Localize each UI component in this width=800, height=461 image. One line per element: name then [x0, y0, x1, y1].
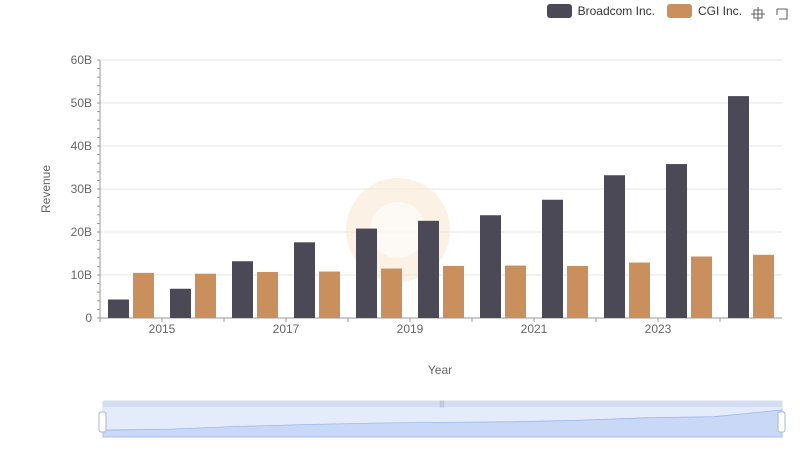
x-tick-label: 2023 — [645, 322, 672, 336]
bar-cgi-2019[interactable] — [443, 265, 464, 318]
slider-handle-left[interactable] — [98, 411, 107, 433]
bar-cgi-2015[interactable] — [195, 273, 216, 318]
bar-broadcom-2023[interactable] — [666, 164, 687, 318]
legend-item-cgi[interactable]: CGI Inc. — [666, 4, 742, 18]
legend-swatch-cgi — [666, 4, 692, 18]
legend-label-cgi: CGI Inc. — [697, 4, 742, 18]
y-tick-label: 40B — [71, 139, 92, 153]
bar-cgi-2014[interactable] — [133, 272, 154, 318]
slider-grip-icon[interactable]: ||| — [439, 401, 445, 408]
bar-cgi-2020[interactable] — [505, 265, 526, 318]
bar-cgi-2021[interactable] — [567, 265, 588, 318]
bar-broadcom-2017[interactable] — [294, 242, 315, 318]
x-tick-label: 2015 — [149, 322, 176, 336]
x-tick-label: 2019 — [397, 322, 424, 336]
x-axis-title: Year — [428, 363, 452, 377]
legend-label-broadcom: Broadcom Inc. — [577, 4, 655, 18]
y-axis: 0 10B 20B 30B 40B 50B 60B — [71, 53, 101, 325]
y-axis-title: Revenue — [39, 165, 53, 213]
slider-handle-right[interactable] — [777, 411, 786, 433]
x-tick-label: 2021 — [521, 322, 548, 336]
bar-cgi-2016[interactable] — [257, 271, 278, 318]
y-tick-label: 30B — [71, 182, 92, 196]
bar-broadcom-2019[interactable] — [418, 220, 439, 318]
bar-broadcom-2018[interactable] — [356, 228, 377, 318]
bar-cgi-2022[interactable] — [629, 262, 650, 318]
legend-item-broadcom[interactable]: Broadcom Inc. — [546, 4, 655, 18]
legend: Broadcom Inc. CGI Inc. — [546, 4, 742, 18]
x-axis: 2015 2017 2019 2021 2023 — [99, 318, 721, 336]
data-zoom-slider[interactable]: ||| — [98, 400, 786, 438]
bar-broadcom-2021[interactable] — [542, 199, 563, 318]
y-tick-label: 20B — [71, 225, 92, 239]
x-tick-label: 2017 — [273, 322, 300, 336]
y-tick-label: 10B — [71, 268, 92, 282]
bar-broadcom-2020[interactable] — [480, 215, 501, 318]
y-tick-label: 60B — [71, 53, 92, 67]
bar-cgi-2023[interactable] — [691, 256, 712, 318]
bars — [108, 96, 774, 319]
bar-cgi-2024[interactable] — [753, 254, 774, 318]
toolbox — [750, 6, 790, 22]
bar-broadcom-2022[interactable] — [604, 175, 625, 318]
bar-cgi-2018[interactable] — [381, 268, 402, 318]
legend-swatch-broadcom — [546, 4, 572, 18]
restore-icon[interactable] — [774, 6, 790, 22]
bar-cgi-2017[interactable] — [319, 271, 340, 318]
slider-top-bar[interactable] — [103, 401, 782, 407]
y-tick-label: 0 — [85, 311, 92, 325]
zoom-icon[interactable] — [750, 6, 766, 22]
slider-preview-line — [102, 409, 783, 438]
bar-broadcom-2024[interactable] — [728, 96, 749, 319]
y-tick-label: 50B — [71, 96, 92, 110]
bar-broadcom-2016[interactable] — [232, 261, 253, 318]
bar-broadcom-2015[interactable] — [170, 288, 191, 318]
bar-broadcom-2014[interactable] — [108, 299, 129, 318]
